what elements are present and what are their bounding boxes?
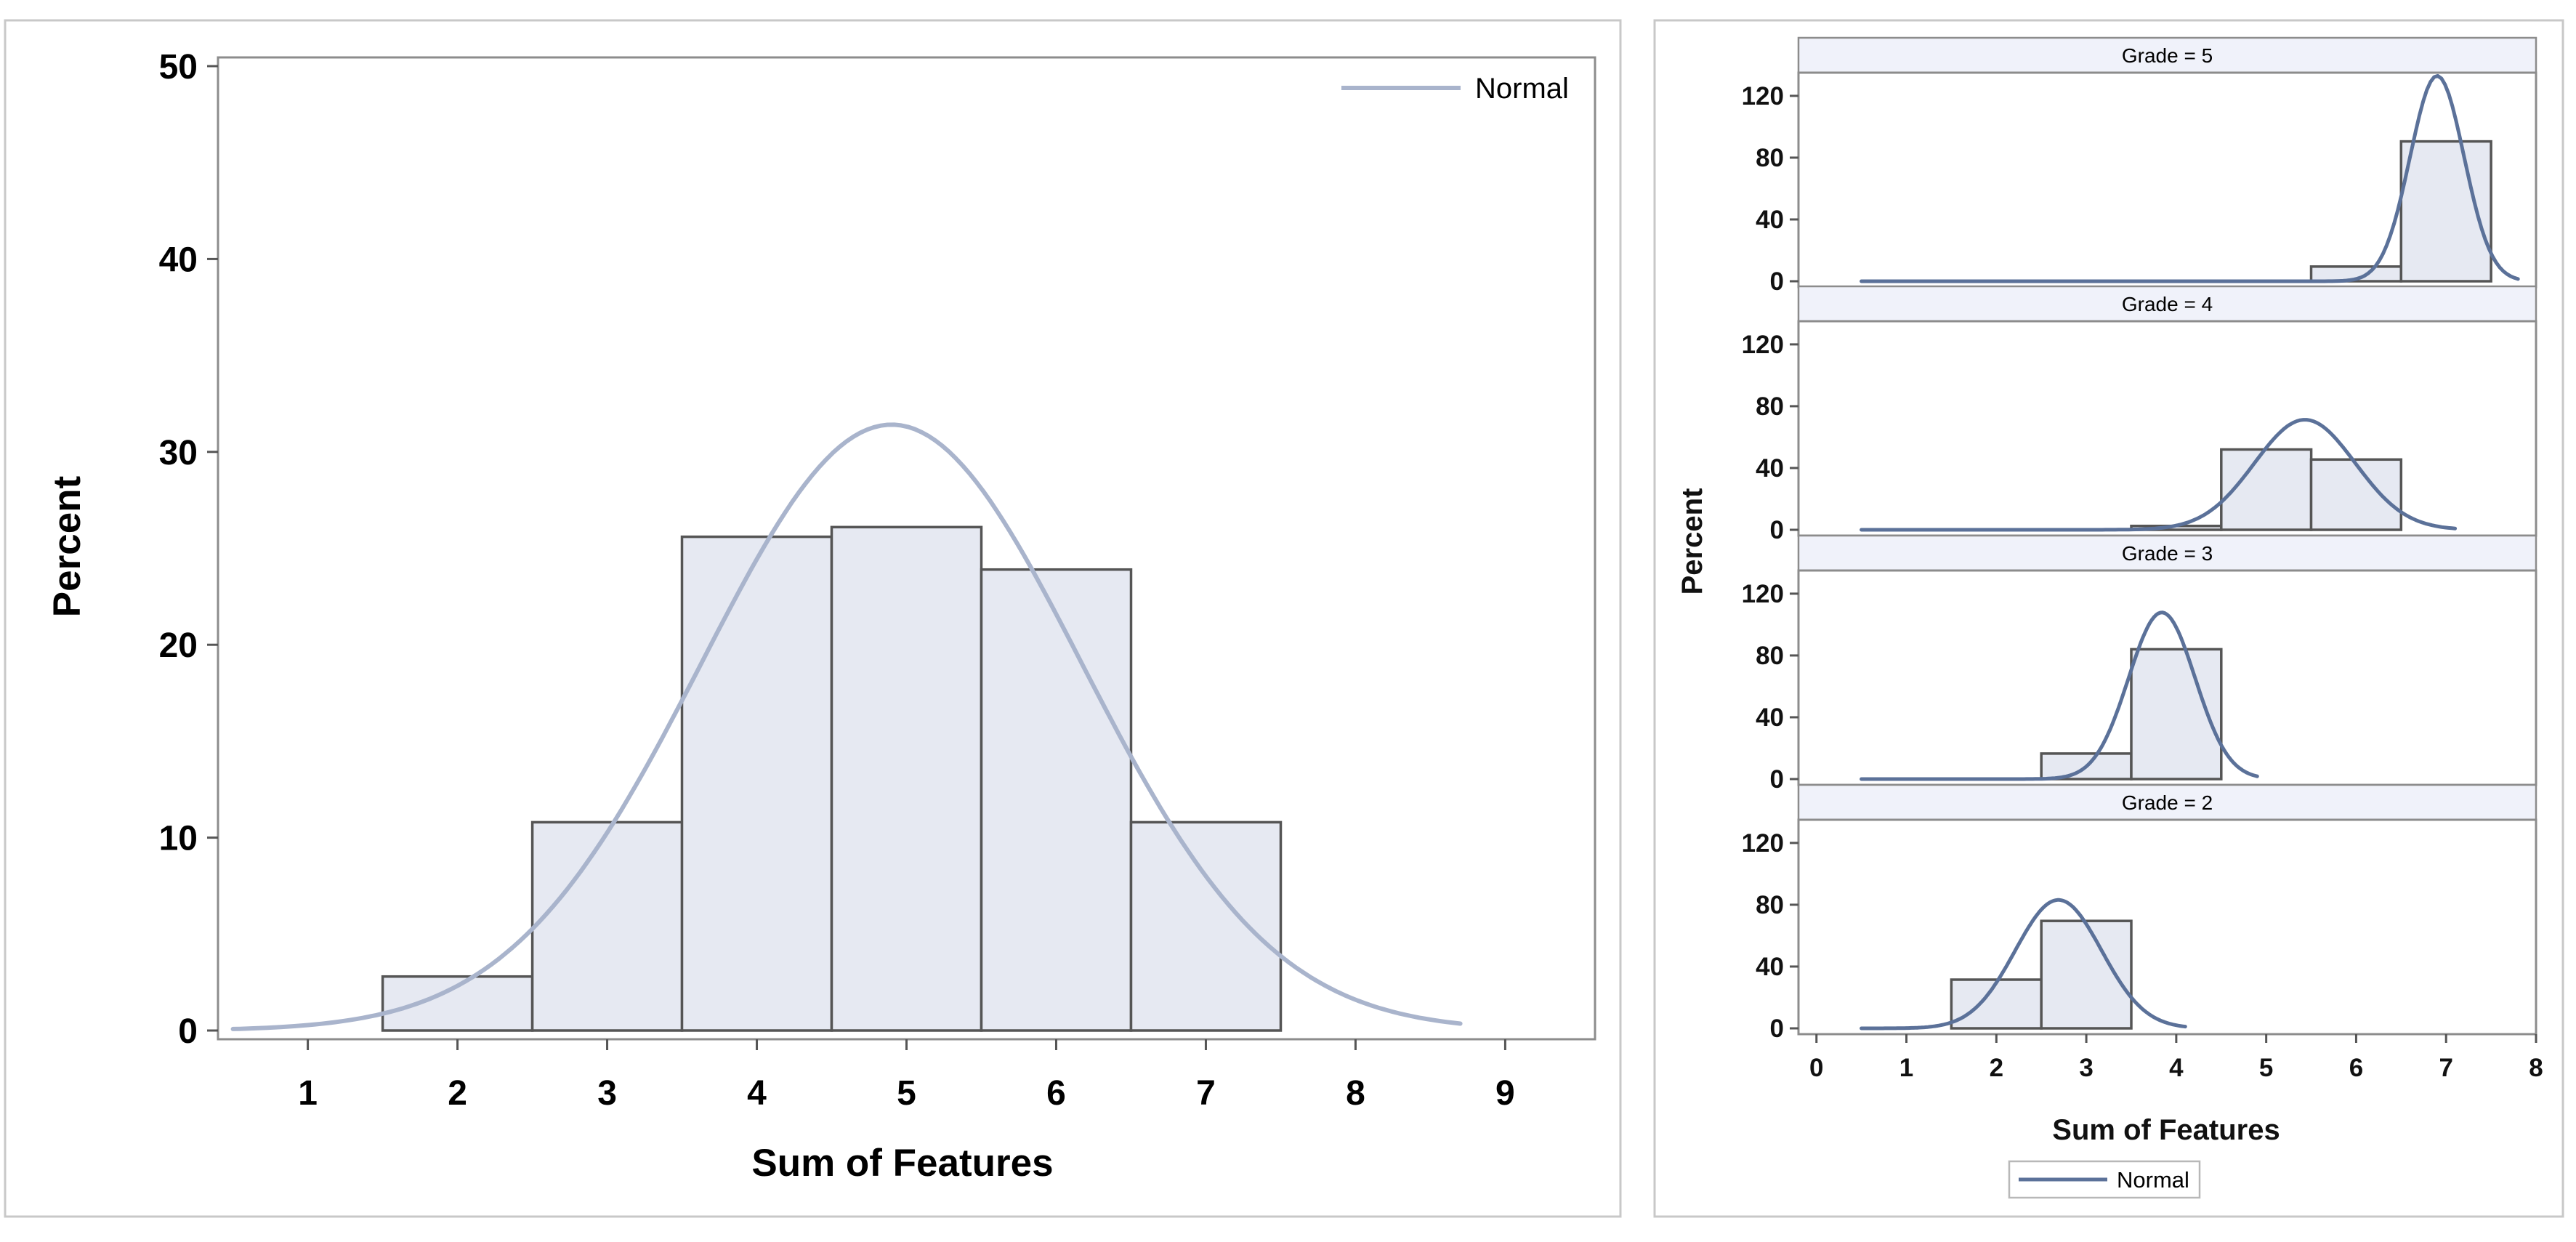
facet-y-tick-label: 0: [1770, 516, 1784, 544]
right-x-tick-label: 0: [1809, 1054, 1823, 1082]
facet-y-tick-label: 120: [1742, 580, 1784, 608]
facet-y-tick-label: 40: [1756, 454, 1784, 483]
facet-y-tick-label: 120: [1742, 829, 1784, 858]
facet-2-bar-3: [2309, 458, 2403, 531]
right-x-tick-label: 1: [1899, 1054, 1913, 1082]
facet-y-tick-label: 80: [1756, 891, 1784, 919]
right-x-tick-label: 5: [2259, 1054, 2273, 1082]
facet-header-label: Grade = 5: [2122, 44, 2213, 67]
right-x-tick-label: 8: [2529, 1054, 2543, 1082]
left-y-tick-label: 10: [159, 820, 198, 858]
left-x-tick-label: 9: [1495, 1074, 1515, 1113]
left-legend-label: Normal: [1475, 73, 1569, 105]
left-legend: Normal: [1341, 73, 1569, 105]
right-x-axis-title: Sum of Features: [2052, 1114, 2280, 1146]
facet-2-normal-curve: [1860, 418, 2458, 532]
facet-y-tick-label: 0: [1770, 1015, 1784, 1043]
facet-header-2: [1797, 285, 2537, 323]
facet-4-bar-1: [1950, 978, 2043, 1030]
left-x-tick-label: 5: [897, 1074, 916, 1113]
right-y-axis-title: Percent: [1676, 488, 1708, 595]
facet-header-label: Grade = 4: [2122, 293, 2213, 315]
left-bar-3: [680, 535, 833, 1032]
facet-y-tick-label: 120: [1742, 82, 1784, 110]
left-y-tick-label: 0: [178, 1012, 198, 1051]
facet-plot-frame-4: [1797, 818, 2537, 1036]
left-x-axis-title: Sum of Features: [751, 1142, 1053, 1185]
facet-y-tick-label: 40: [1756, 206, 1784, 234]
left-chart: 0 10 20 30 40 50 1 2 3 4 5 6 7 8 9: [159, 48, 1515, 1113]
right-x-tick-label: 7: [2439, 1054, 2452, 1082]
left-y-tick-label: 50: [159, 48, 198, 86]
right-legend: Normal: [2008, 1160, 2201, 1199]
left-y-tick-label: 40: [159, 241, 198, 279]
facet-y-tick-label: 80: [1756, 642, 1784, 670]
left-y-tick-label: 30: [159, 434, 198, 472]
facet-y-tick-label: 0: [1770, 267, 1784, 296]
left-x-tick-label: 4: [747, 1074, 767, 1113]
facet-y-tick-label: 120: [1742, 331, 1784, 359]
left-bar-6: [1129, 820, 1283, 1032]
facet-2-bar-2: [2220, 448, 2313, 531]
left-y-tick-label: 20: [159, 626, 198, 665]
facet-y-tick-label: 0: [1770, 765, 1784, 794]
facet-y-tick-label: 40: [1756, 703, 1784, 732]
facet-y-tick-label: 40: [1756, 953, 1784, 981]
left-x-tick-label: 3: [597, 1074, 617, 1113]
right-x-tick-label: 2: [1990, 1054, 2003, 1082]
left-x-tick-label: 1: [298, 1074, 318, 1113]
facet-header-3: [1797, 534, 2537, 572]
facet-header-1: [1797, 36, 2537, 74]
right-x-tick-label: 4: [2169, 1054, 2184, 1082]
facet-1-normal-curve: [1860, 73, 2520, 283]
facet-4-normal-curve: [1860, 898, 2187, 1031]
facet-4-bar-2: [2040, 919, 2133, 1030]
facet-3-bar-2: [2130, 648, 2223, 781]
left-normal-curve: [230, 422, 1463, 1031]
left-x-tick-label: 7: [1196, 1074, 1216, 1113]
left-y-axis-title: Percent: [46, 476, 89, 617]
left-x-tick-label: 8: [1346, 1074, 1365, 1113]
left-bar-5: [980, 568, 1133, 1032]
left-x-tick-label: 6: [1046, 1074, 1066, 1113]
facet-y-tick-label: 80: [1756, 392, 1784, 421]
facet-header-label: Grade = 3: [2122, 542, 2213, 565]
left-bar-2: [530, 820, 684, 1032]
left-bar-4: [830, 525, 983, 1032]
right-x-tick-label: 3: [2079, 1054, 2093, 1082]
right-legend-label: Normal: [2117, 1167, 2189, 1193]
facet-y-tick-label: 80: [1756, 144, 1784, 172]
facet-header-label: Grade = 2: [2122, 791, 2213, 814]
left-x-tick-label: 2: [448, 1074, 467, 1113]
right-x-tick-label: 6: [2349, 1054, 2363, 1082]
facet-3-normal-curve: [1860, 610, 2259, 781]
